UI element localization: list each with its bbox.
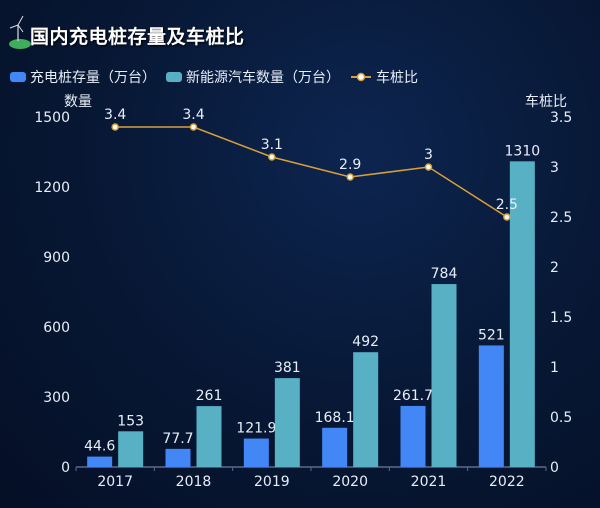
bar-chargers — [400, 405, 426, 467]
legend-label: 新能源汽车数量（万台） — [186, 70, 340, 86]
legend-item-chargers[interactable]: 充电桩存量（万台） — [10, 67, 156, 87]
x-tick-label: 2020 — [332, 474, 368, 490]
x-tick-label: 2021 — [411, 474, 447, 490]
bar-nev — [509, 161, 535, 468]
bar-data-label: 153 — [117, 413, 144, 429]
legend-item-nev[interactable]: 新能源汽车数量（万台） — [166, 67, 340, 87]
legend-label: 充电桩存量（万台） — [30, 70, 156, 86]
bar-chargers — [478, 345, 504, 467]
ratio-data-label: 3.1 — [261, 137, 283, 153]
legend: 充电桩存量（万台） 新能源汽车数量（万台） 车桩比 — [10, 67, 428, 87]
ratio-data-label: 2.5 — [496, 197, 518, 213]
bar-data-label: 168.1 — [315, 410, 355, 426]
x-tick-label: 2018 — [176, 474, 212, 490]
y2-tick-label: 0 — [550, 460, 559, 476]
ratio-point — [268, 153, 276, 161]
bar-chargers — [243, 438, 269, 467]
legend-swatch — [166, 72, 182, 82]
bar-nev — [353, 352, 379, 467]
ratio-point — [111, 123, 119, 131]
y2-tick-label: 1.5 — [550, 310, 572, 326]
legend-line-marker-icon — [351, 72, 371, 82]
y-axis-title: 数量 — [64, 94, 92, 110]
bar-chargers — [322, 427, 348, 467]
bar-data-label: 261 — [196, 388, 223, 404]
legend-label: 车桩比 — [376, 70, 418, 86]
legend-swatch — [10, 72, 26, 82]
chart-title: 国内充电桩存量及车桩比 — [30, 26, 245, 48]
legend-item-ratio[interactable]: 车桩比 — [350, 67, 418, 87]
x-tick-label: 2017 — [97, 474, 133, 490]
ratio-line — [115, 126, 508, 218]
wind-turbine-logo-icon — [9, 15, 31, 49]
ratio-data-label: 3.4 — [104, 107, 126, 123]
bar-nev — [118, 431, 144, 467]
bar-nev — [431, 284, 457, 467]
y2-axis-title: 车桩比 — [525, 93, 567, 110]
bar-data-label: 1310 — [505, 143, 541, 159]
y-tick-label: 600 — [43, 320, 70, 336]
x-tick-label: 2022 — [489, 474, 525, 490]
bar-data-label: 121.9 — [236, 421, 276, 437]
x-tick-label: 2019 — [254, 474, 290, 490]
y-tick-label: 0 — [61, 460, 70, 476]
ratio-point — [189, 123, 198, 131]
ratio-point — [424, 163, 433, 171]
y2-tick-label: 2 — [550, 260, 559, 276]
y-tick-label: 900 — [43, 250, 70, 266]
y2-tick-label: 2.5 — [550, 210, 572, 226]
bar-data-label: 381 — [274, 360, 301, 376]
y2-tick-label: 3 — [550, 160, 559, 176]
y-tick-label: 1200 — [34, 180, 70, 196]
ratio-point — [503, 213, 511, 221]
ratio-data-label: 3 — [424, 147, 433, 163]
ratio-data-label: 3.4 — [182, 107, 204, 123]
bar-data-label: 261.7 — [393, 388, 433, 404]
bar-chargers — [87, 456, 113, 467]
ratio-point — [346, 173, 354, 181]
y2-tick-label: 0.5 — [550, 410, 572, 426]
ratio-data-label: 2.9 — [339, 157, 361, 173]
bar-nev — [274, 378, 300, 467]
bar-chargers — [165, 448, 191, 467]
y-tick-label: 1500 — [34, 110, 70, 126]
bar-data-label: 784 — [431, 266, 458, 282]
y-tick-label: 300 — [43, 390, 70, 406]
bar-data-label: 521 — [478, 327, 505, 343]
y2-tick-label: 3.5 — [550, 110, 572, 126]
bar-data-label: 44.6 — [84, 439, 115, 455]
bar-nev — [196, 406, 222, 467]
bar-data-label: 77.7 — [162, 431, 193, 447]
y2-tick-label: 1 — [550, 360, 559, 376]
bar-data-label: 492 — [352, 334, 379, 350]
